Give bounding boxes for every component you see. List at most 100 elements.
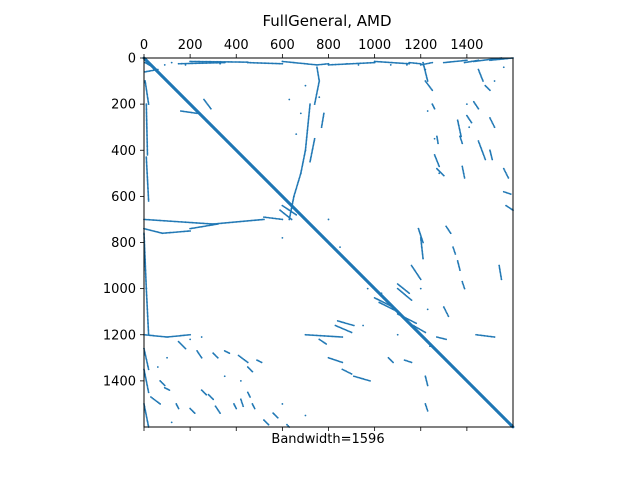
nonzero-entry <box>386 61 388 64</box>
nonzero-entry <box>208 60 211 63</box>
nonzero-entry <box>241 61 244 63</box>
nonzero-entry <box>147 332 150 335</box>
nonzero-entry <box>146 169 148 172</box>
nonzero-entry <box>148 218 151 221</box>
nonzero-entry <box>252 61 255 64</box>
nonzero-entry <box>144 411 147 413</box>
nonzero-entry <box>145 122 148 125</box>
nonzero-entry <box>301 165 304 168</box>
nonzero-entry <box>226 221 228 224</box>
nonzero-entry <box>145 89 148 92</box>
nonzero-entry <box>146 305 149 308</box>
nonzero-entry <box>321 63 324 66</box>
nonzero-entry <box>313 140 316 143</box>
nonzero-entry <box>163 64 166 66</box>
nonzero-entry <box>380 61 383 63</box>
nonzero-entry <box>200 60 203 63</box>
nonzero-entry <box>418 62 421 65</box>
nonzero-entry <box>419 278 422 281</box>
nonzero-entry <box>148 334 151 337</box>
nonzero-entry <box>307 124 309 126</box>
nonzero-entry <box>459 134 462 136</box>
nonzero-entry <box>308 110 311 113</box>
nonzero-entry <box>493 59 495 61</box>
nonzero-entry <box>151 69 154 72</box>
nonzero-entry <box>145 88 148 91</box>
nonzero-entry <box>144 272 147 275</box>
nonzero-entry <box>490 335 493 338</box>
nonzero-entry <box>295 185 298 188</box>
nonzero-entry <box>424 68 427 71</box>
nonzero-entry <box>461 282 464 284</box>
nonzero-entry <box>201 225 204 228</box>
nonzero-entry <box>166 220 169 222</box>
nonzero-entry <box>424 63 426 65</box>
nonzero-entry <box>267 216 270 219</box>
nonzero-entry <box>219 222 221 225</box>
nonzero-entry <box>335 335 338 338</box>
nonzero-entry <box>420 246 423 249</box>
nonzero-entry <box>394 61 397 64</box>
nonzero-entry <box>302 62 305 65</box>
nonzero-entry <box>292 199 294 202</box>
nonzero-entry <box>422 256 424 259</box>
nonzero-entry <box>212 60 215 63</box>
nonzero-entry <box>150 219 152 221</box>
x-axis-top: 0 200 400 600 800 1000 1200 1400 <box>140 38 483 58</box>
nonzero-entry <box>299 62 302 65</box>
nonzero-entry <box>461 142 464 145</box>
nonzero-entry <box>188 111 190 114</box>
nonzero-entry <box>461 280 464 283</box>
nonzero-entry <box>163 335 166 338</box>
nonzero-entry <box>144 82 147 85</box>
nonzero-entry <box>200 336 203 338</box>
nonzero-entry <box>145 286 148 289</box>
nonzero-entry <box>315 95 318 97</box>
nonzero-entry <box>145 115 148 118</box>
nonzero-entry <box>489 335 492 338</box>
nonzero-entry <box>145 283 148 286</box>
nonzero-entry <box>186 111 189 113</box>
nonzero-entry <box>393 61 395 64</box>
nonzero-entry <box>239 220 242 223</box>
nonzero-entry <box>190 62 193 65</box>
nonzero-entry <box>500 277 503 279</box>
nonzero-entry <box>482 59 485 62</box>
nonzero-entry <box>498 58 501 61</box>
nonzero-entry <box>315 93 318 96</box>
nonzero-entry <box>296 183 299 186</box>
nonzero-entry <box>144 81 147 84</box>
nonzero-entry <box>305 136 308 139</box>
nonzero-entry <box>462 284 465 287</box>
nonzero-entry <box>404 62 406 65</box>
nonzero-entry <box>414 62 416 65</box>
nonzero-entry <box>231 221 234 224</box>
nonzero-entry <box>145 284 148 287</box>
nonzero-entry <box>151 334 154 337</box>
nonzero-entry <box>452 60 455 63</box>
nonzero-entry <box>230 221 232 224</box>
nonzero-entry <box>201 62 204 65</box>
nonzero-entry <box>223 375 226 378</box>
nonzero-entry <box>422 241 424 244</box>
nonzero-entry <box>171 231 174 234</box>
nonzero-entry <box>426 80 429 82</box>
nonzero-entry <box>162 232 165 235</box>
nonzero-entry <box>146 153 149 156</box>
nonzero-entry <box>316 69 319 71</box>
nonzero-entry <box>146 185 149 187</box>
nonzero-entry <box>312 141 315 144</box>
nonzero-entry <box>479 59 482 62</box>
nonzero-entry <box>147 424 150 427</box>
nonzero-entry <box>256 219 258 221</box>
nonzero-entry <box>316 71 319 74</box>
y-axis-left: 0 200 400 600 800 1000 1200 1400 <box>103 52 144 389</box>
nonzero-entry <box>260 218 263 221</box>
nonzero-entry <box>425 405 428 408</box>
nonzero-entry <box>465 103 468 106</box>
nonzero-entry <box>314 97 317 100</box>
nonzero-entry <box>256 62 259 64</box>
nonzero-entry <box>144 264 147 266</box>
nonzero-entry <box>145 297 148 300</box>
nonzero-entry <box>361 377 363 380</box>
